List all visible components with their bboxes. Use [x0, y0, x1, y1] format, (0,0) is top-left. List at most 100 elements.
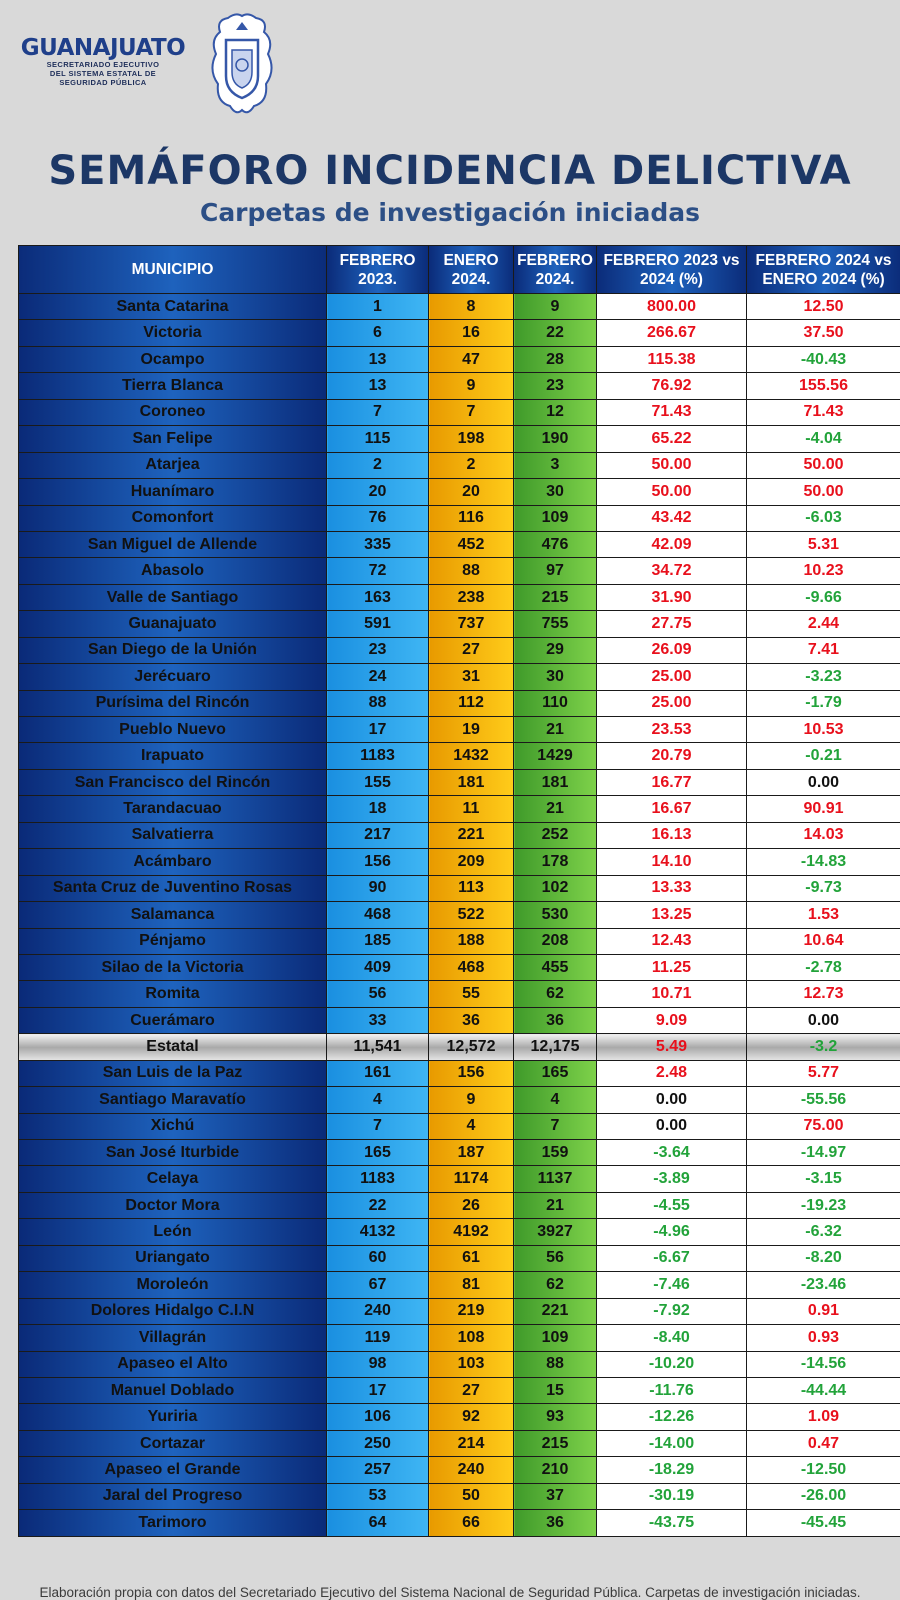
cell-ene2024: 7: [428, 398, 514, 427]
cell-feb2024: 190: [513, 425, 597, 453]
cell-feb2024: 93: [513, 1403, 597, 1431]
cell-feb2023: 409: [326, 953, 429, 982]
cell-pct-feb24-vs-ene24: -26.00: [746, 1482, 900, 1511]
table-row: Huanímaro 20 20 30 50.00 50.00: [18, 478, 900, 506]
table-row: Uriangato 60 61 56 -6.67 -8.20: [18, 1244, 900, 1273]
cell-feb2023: 156: [326, 848, 429, 876]
logo-subtitle-line2: DEL SISTEMA ESTATAL DE: [49, 69, 157, 78]
cell-feb2023: 257: [326, 1456, 429, 1484]
cell-feb2023: 11,541: [326, 1033, 429, 1061]
cell-pct-feb24-vs-ene24: -45.45: [746, 1509, 900, 1537]
cell-feb2023: 76: [326, 504, 429, 532]
cell-feb2024: 3: [513, 451, 597, 480]
cell-feb2024: 178: [513, 848, 597, 876]
cell-municipio: Acámbaro: [18, 848, 327, 876]
cell-feb2024: 62: [513, 1271, 597, 1299]
cell-feb2024: 21: [513, 1191, 597, 1220]
cell-pct-feb24-vs-ene24: 5.77: [746, 1059, 900, 1088]
cell-pct-feb23-vs-24: 34.72: [596, 557, 747, 585]
header-ene2024: ENERO 2024.: [428, 245, 514, 294]
page-subtitle: Carpetas de investigación iniciadas: [199, 198, 701, 227]
table-body: Santa Catarina 1 8 9 800.00 12.50 Victoria 6 16 2…: [18, 292, 900, 1537]
cell-pct-feb23-vs-24: 50.00: [596, 451, 747, 480]
cell-municipio: Cortazar: [18, 1429, 327, 1458]
cell-feb2024: 210: [513, 1456, 597, 1484]
table-row: Coroneo 7 7 12 71.43 71.43: [18, 398, 900, 427]
table-row: Silao de la Victoria 409 468 455 11.25 -2.78: [18, 953, 900, 982]
cell-feb2023: 7: [326, 398, 429, 427]
cell-ene2024: 26: [428, 1191, 514, 1220]
cell-pct-feb23-vs-24: -4.55: [596, 1191, 747, 1220]
cell-pct-feb23-vs-24: 14.10: [596, 848, 747, 876]
cell-pct-feb24-vs-ene24: 50.00: [746, 451, 900, 480]
logo-guanajuato: GUANAJUATO SECRETARIADO EJECUTIVO DEL SI…: [18, 36, 188, 87]
table-row: Jerécuaro 24 31 30 25.00 -3.23: [18, 663, 900, 691]
cell-ene2024: 66: [428, 1509, 514, 1537]
cell-feb2023: 185: [326, 927, 429, 955]
cell-ene2024: 9: [428, 1086, 514, 1114]
table-row: Purísima del Rincón 88 112 110 25.00 -1.79: [18, 689, 900, 718]
cell-feb2024: 28: [513, 345, 597, 374]
cell-feb2024: 12: [513, 398, 597, 427]
cell-ene2024: 188: [428, 927, 514, 955]
table-row: Manuel Doblado 17 27 15 -11.76 -44.44: [18, 1376, 900, 1405]
cell-pct-feb24-vs-ene24: -14.97: [746, 1138, 900, 1167]
cell-pct-feb24-vs-ene24: -14.83: [746, 848, 900, 876]
cell-municipio: San Diego de la Unión: [18, 636, 327, 665]
cell-pct-feb24-vs-ene24: 0.91: [746, 1297, 900, 1326]
cell-pct-feb24-vs-ene24: -4.04: [746, 425, 900, 453]
cell-pct-feb23-vs-24: 31.90: [596, 583, 747, 612]
cell-feb2023: 1: [326, 292, 429, 321]
cell-pct-feb24-vs-ene24: -44.44: [746, 1376, 900, 1405]
cell-municipio: Jerécuaro: [18, 663, 327, 691]
cell-pct-feb23-vs-24: -8.40: [596, 1324, 747, 1352]
cell-feb2023: 106: [326, 1403, 429, 1431]
cell-feb2023: 1183: [326, 1165, 429, 1193]
cell-municipio: Pénjamo: [18, 927, 327, 955]
cell-municipio: Apaseo el Grande: [18, 1456, 327, 1484]
cell-pct-feb23-vs-24: 5.49: [596, 1033, 747, 1061]
cell-ene2024: 92: [428, 1403, 514, 1431]
cell-municipio: San Miguel de Allende: [18, 530, 327, 559]
cell-pct-feb24-vs-ene24: 71.43: [746, 398, 900, 427]
cell-pct-feb23-vs-24: 27.75: [596, 610, 747, 638]
cell-municipio: Santa Cruz de Juventino Rosas: [18, 874, 327, 903]
cell-ene2024: 81: [428, 1271, 514, 1299]
cell-feb2024: 110: [513, 689, 597, 718]
cell-pct-feb24-vs-ene24: 1.53: [746, 901, 900, 929]
cell-ene2024: 214: [428, 1429, 514, 1458]
table-row: León 4132 4192 3927 -4.96 -6.32: [18, 1218, 900, 1246]
table-row-estatal: Estatal 11,541 12,572 12,175 5.49 -3.2: [18, 1033, 900, 1061]
cell-pct-feb23-vs-24: -6.67: [596, 1244, 747, 1273]
cell-ene2024: 50: [428, 1482, 514, 1511]
cell-feb2023: 18: [326, 795, 429, 823]
cell-feb2023: 335: [326, 530, 429, 559]
cell-feb2023: 24: [326, 663, 429, 691]
cell-feb2023: 119: [326, 1324, 429, 1352]
cell-pct-feb24-vs-ene24: -3.2: [746, 1033, 900, 1061]
cell-feb2023: 165: [326, 1138, 429, 1167]
cell-feb2023: 98: [326, 1350, 429, 1378]
cell-ene2024: 522: [428, 901, 514, 929]
cell-pct-feb23-vs-24: 10.71: [596, 980, 747, 1008]
cell-pct-feb23-vs-24: 42.09: [596, 530, 747, 559]
cell-ene2024: 1174: [428, 1165, 514, 1193]
cell-ene2024: 88: [428, 557, 514, 585]
cell-feb2023: 240: [326, 1297, 429, 1326]
cell-ene2024: 1432: [428, 742, 514, 770]
cell-feb2024: 4: [513, 1086, 597, 1114]
cell-feb2023: 88: [326, 689, 429, 718]
cell-feb2024: 97: [513, 557, 597, 585]
page-title: SEMÁFORO INCIDENCIA DELICTIVA: [48, 148, 852, 194]
cell-pct-feb24-vs-ene24: 2.44: [746, 610, 900, 638]
cell-pct-feb24-vs-ene24: -40.43: [746, 345, 900, 374]
cell-feb2023: 163: [326, 583, 429, 612]
cell-feb2023: 7: [326, 1112, 429, 1141]
cell-pct-feb23-vs-24: 11.25: [596, 953, 747, 982]
cell-municipio: Huanímaro: [18, 478, 327, 506]
cell-pct-feb24-vs-ene24: -55.56: [746, 1086, 900, 1114]
logo-wordmark: GUANAJUATO: [20, 35, 186, 61]
cell-ene2024: 61: [428, 1244, 514, 1273]
table-row: Santa Catarina 1 8 9 800.00 12.50: [18, 292, 900, 321]
cell-feb2023: 33: [326, 1006, 429, 1035]
